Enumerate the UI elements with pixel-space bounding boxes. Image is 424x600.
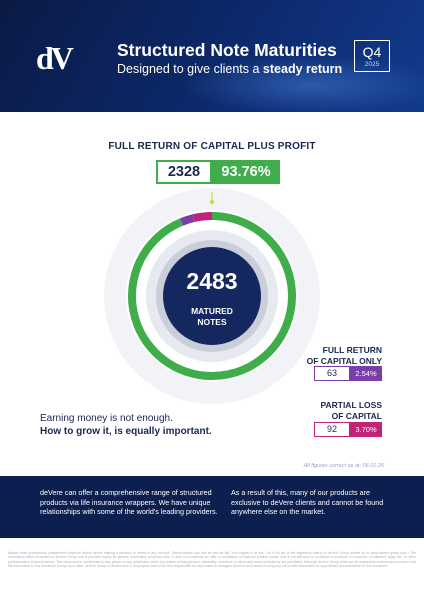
info-band <box>0 476 424 538</box>
donut-segment-3 <box>192 212 213 223</box>
legal-disclaimer: Always seek professional independent fin… <box>8 551 416 568</box>
year-label: 2025 <box>364 61 380 68</box>
full-only-count: 63 <box>314 366 350 381</box>
tagline-line-2: How to grow it, is equally important. <box>40 426 212 437</box>
header-banner <box>0 0 424 112</box>
page-title: Structured Note Maturities <box>117 40 337 60</box>
matured-label: MATURED NOTES <box>191 306 233 327</box>
donut-segment-1 <box>128 212 296 380</box>
info-text-right: As a result of this, many of our product… <box>231 488 384 517</box>
devere-logo: dV <box>36 40 74 76</box>
full-only-stat: 63 2.54% <box>314 366 382 381</box>
donut-segment-2 <box>179 214 195 226</box>
full-only-percent: 2.54% <box>350 366 382 381</box>
chart-title: FULL RETURN OF CAPITAL PLUS PROFIT <box>108 141 316 152</box>
page-subtitle: Designed to give clients a steady return <box>117 62 343 76</box>
full-only-label: FULL RETURN OF CAPITAL ONLY <box>306 345 382 366</box>
partial-loss-stat: 92 3.70% <box>314 422 382 437</box>
partial-loss-percent: 3.70% <box>350 422 382 437</box>
info-text-left: deVere can offer a comprehensive range o… <box>40 488 218 517</box>
figures-date-note: All figures correct as at: 06.01.26 <box>303 463 384 469</box>
tagline-line-1: Earning money is not enough. <box>40 413 173 424</box>
quarter-badge: Q4 2025 <box>354 40 390 72</box>
quarter-label: Q4 <box>362 44 382 60</box>
partial-loss-label: PARTIAL LOSS OF CAPITAL <box>320 400 382 421</box>
matured-total: 2483 <box>186 268 238 294</box>
center-disc <box>163 247 261 345</box>
partial-loss-count: 92 <box>314 422 350 437</box>
header-glow <box>180 55 424 112</box>
full-profit-percent: 93.76% <box>212 160 280 184</box>
full-profit-count: 2328 <box>156 160 212 184</box>
